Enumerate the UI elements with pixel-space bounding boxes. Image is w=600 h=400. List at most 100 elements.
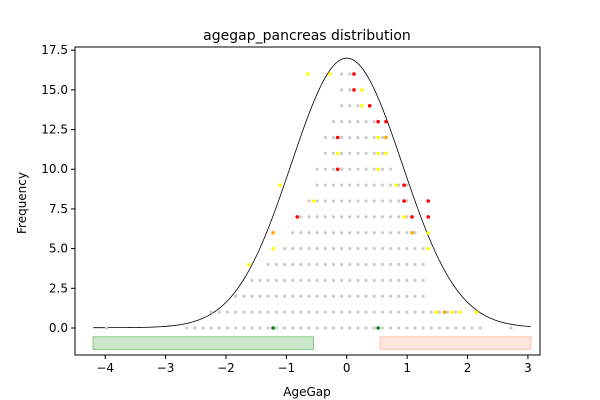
data-point bbox=[356, 151, 360, 155]
data-point bbox=[274, 310, 278, 314]
data-point bbox=[315, 231, 319, 235]
data-point bbox=[348, 104, 352, 108]
data-point bbox=[315, 167, 319, 171]
data-point bbox=[323, 278, 327, 282]
data-point bbox=[282, 278, 287, 282]
data-point bbox=[356, 120, 360, 124]
data-point bbox=[340, 231, 344, 235]
y-tick-label: 5.0 bbox=[49, 242, 68, 256]
data-point bbox=[413, 278, 417, 282]
data-point bbox=[104, 326, 108, 330]
green-range bbox=[92, 336, 315, 350]
data-point bbox=[340, 247, 344, 251]
y-tick-label: 7.5 bbox=[49, 202, 68, 216]
highlight-point-yellow bbox=[426, 230, 431, 235]
data-point bbox=[356, 326, 360, 330]
data-point bbox=[388, 183, 393, 187]
data-point bbox=[372, 278, 376, 282]
data-point bbox=[340, 135, 344, 140]
highlight-point-yellow bbox=[311, 199, 316, 203]
data-point bbox=[348, 135, 352, 140]
data-point bbox=[258, 278, 262, 282]
data-point bbox=[331, 278, 336, 282]
x-axis-title: AgeGap bbox=[283, 385, 330, 399]
plot-frame bbox=[74, 46, 541, 356]
data-point bbox=[380, 278, 384, 282]
data-point bbox=[364, 215, 368, 219]
data-point bbox=[331, 120, 336, 124]
data-point bbox=[315, 183, 319, 187]
highlight-point-red bbox=[402, 199, 406, 203]
data-point bbox=[405, 262, 409, 267]
x-tick-label: 3 bbox=[524, 361, 532, 375]
highlight-point-red bbox=[352, 88, 356, 92]
data-point bbox=[388, 294, 393, 298]
highlight-point-red bbox=[402, 183, 406, 187]
data-point bbox=[421, 310, 425, 314]
data-point bbox=[331, 294, 336, 298]
highlight-point-yellow bbox=[278, 183, 283, 187]
data-point bbox=[291, 278, 295, 282]
data-point bbox=[372, 135, 376, 140]
data-point bbox=[405, 247, 409, 251]
data-point bbox=[225, 326, 230, 330]
data-point bbox=[323, 199, 327, 203]
data-point bbox=[348, 183, 352, 187]
data-point bbox=[225, 310, 230, 314]
data-point bbox=[405, 199, 409, 203]
data-point bbox=[266, 326, 270, 330]
data-point bbox=[323, 262, 327, 267]
data-point bbox=[380, 183, 384, 187]
data-point bbox=[446, 310, 450, 314]
data-point bbox=[372, 326, 376, 330]
data-point bbox=[372, 183, 376, 187]
highlight-point-yellow bbox=[434, 310, 438, 314]
data-point bbox=[437, 326, 442, 330]
data-point bbox=[323, 294, 327, 298]
data-point bbox=[315, 310, 319, 314]
data-point bbox=[372, 151, 376, 155]
data-point bbox=[234, 294, 238, 298]
data-point bbox=[340, 215, 344, 219]
highlight-point-yellow bbox=[458, 310, 463, 314]
data-point bbox=[291, 326, 295, 330]
data-point bbox=[421, 247, 425, 251]
highlight-point-red bbox=[384, 119, 388, 124]
data-point bbox=[405, 183, 409, 187]
data-point bbox=[348, 310, 352, 314]
data-point bbox=[397, 183, 401, 187]
highlight-point-orange bbox=[271, 230, 275, 235]
highlight-point-yellow bbox=[328, 72, 332, 76]
data-point bbox=[356, 294, 360, 298]
data-point bbox=[282, 247, 287, 251]
data-point bbox=[348, 120, 352, 124]
data-point bbox=[323, 167, 327, 171]
data-point bbox=[380, 215, 384, 219]
data-point bbox=[364, 151, 368, 155]
data-point bbox=[299, 215, 303, 219]
data-point bbox=[348, 278, 352, 282]
data-point bbox=[421, 294, 425, 298]
data-point bbox=[413, 326, 417, 330]
data-point bbox=[299, 231, 303, 235]
data-point bbox=[388, 310, 393, 314]
data-point bbox=[478, 326, 482, 330]
data-point bbox=[307, 310, 311, 314]
data-point bbox=[299, 294, 303, 298]
data-point bbox=[364, 326, 368, 330]
data-point bbox=[356, 135, 360, 140]
data-point bbox=[421, 326, 425, 330]
y-tick-label: 2.5 bbox=[49, 281, 68, 295]
data-point bbox=[340, 199, 344, 203]
highlight-point-orange bbox=[410, 230, 414, 235]
data-point bbox=[258, 294, 262, 298]
highlight-point-yellow bbox=[247, 262, 251, 267]
data-point bbox=[454, 326, 458, 330]
data-point bbox=[397, 199, 401, 203]
y-axis-title: Frequency bbox=[15, 172, 29, 234]
data-point bbox=[340, 167, 344, 171]
data-point bbox=[242, 310, 246, 314]
data-point bbox=[372, 231, 376, 235]
highlight-point-yellow bbox=[474, 310, 479, 314]
data-point bbox=[397, 262, 401, 267]
